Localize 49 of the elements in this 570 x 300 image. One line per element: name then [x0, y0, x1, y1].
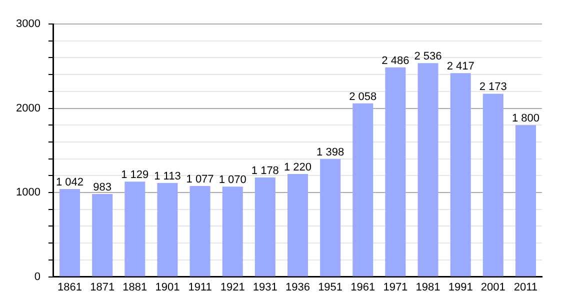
bar [59, 188, 80, 276]
data-label: 983 [93, 181, 112, 194]
bar [222, 186, 243, 276]
data-label: 1 113 [154, 170, 181, 183]
y-tick-label: 3000 [16, 18, 40, 30]
bar [482, 94, 504, 276]
bar [515, 125, 536, 276]
data-label: 1 129 [121, 169, 149, 182]
x-tick-label: 1961 [350, 281, 376, 294]
x-tick-label: 1861 [58, 281, 82, 294]
x-tick-label: 1951 [318, 281, 343, 294]
bar [385, 67, 406, 276]
x-tick-label: 1881 [122, 281, 148, 294]
data-label: 1 398 [316, 146, 344, 159]
x-tick-label: 1901 [155, 281, 180, 294]
x-tick-label: 2001 [480, 281, 506, 294]
data-label: 2 173 [479, 81, 507, 94]
x-tick-label: 2011 [514, 281, 538, 294]
bar [92, 194, 113, 276]
y-tick-label: 1000 [16, 186, 40, 199]
x-tick-label: 1871 [90, 281, 115, 294]
x-tick-label: 1911 [188, 281, 212, 294]
data-label: 1 220 [284, 162, 312, 174]
y-tick-label: 0 [34, 270, 40, 283]
data-label: 1 077 [186, 174, 214, 186]
bar [190, 186, 210, 276]
bar [418, 63, 438, 276]
data-label: 1 800 [512, 112, 540, 125]
data-label: 1 042 [56, 176, 84, 189]
x-tick-label: 1981 [416, 281, 440, 294]
bar [352, 103, 374, 276]
data-label: 2 536 [414, 50, 442, 63]
bar [287, 174, 308, 276]
data-label: 1 070 [218, 174, 246, 186]
data-label: 2 417 [446, 60, 474, 73]
data-label: 2 486 [382, 54, 410, 67]
data-label: 1 178 [251, 165, 279, 178]
bar [157, 183, 178, 276]
x-tick-label: 1931 [252, 281, 278, 294]
bar [254, 178, 276, 276]
x-tick-label: 1921 [220, 281, 245, 294]
bar [124, 182, 146, 276]
y-tick-label: 2000 [16, 102, 40, 114]
x-tick-label: 1936 [285, 281, 310, 294]
data-label: 2 058 [349, 90, 377, 103]
x-tick-label: 1991 [448, 281, 473, 294]
bar [320, 158, 341, 276]
x-tick-label: 1971 [383, 281, 408, 294]
bar [450, 73, 471, 276]
